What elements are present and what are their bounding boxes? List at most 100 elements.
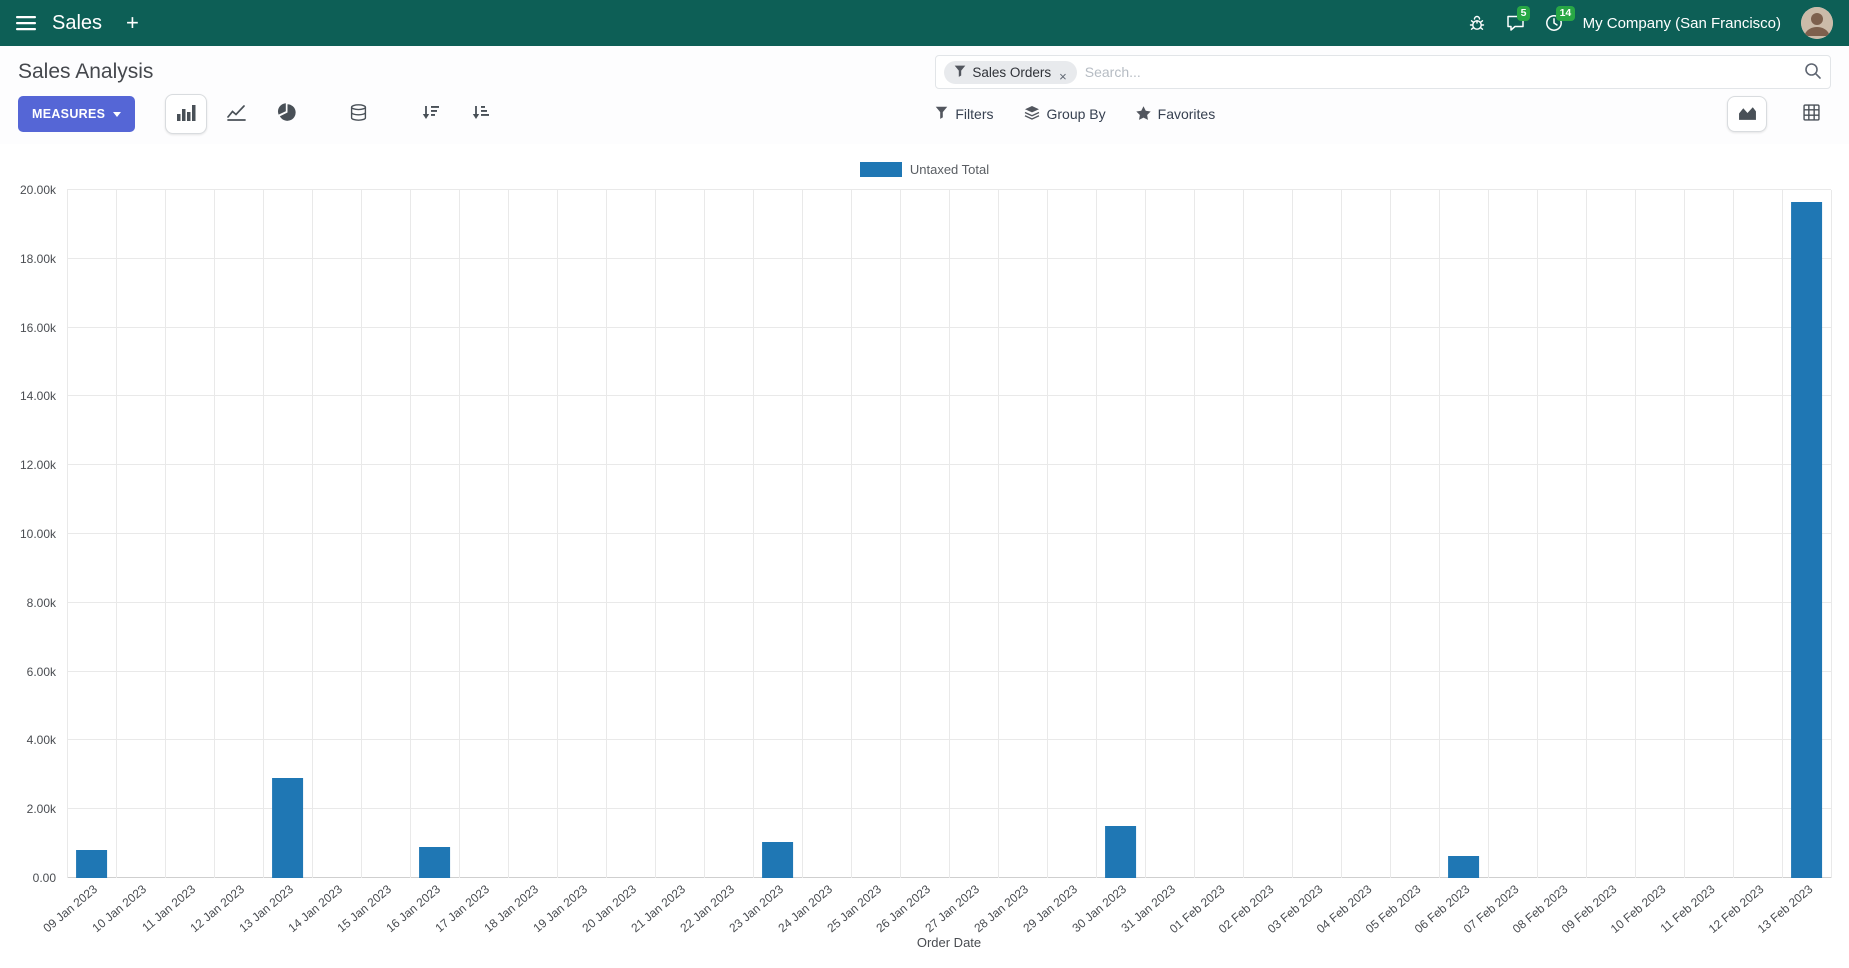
measures-button[interactable]: MEASURES (18, 96, 136, 132)
v-gridline (900, 190, 901, 878)
x-axis-title: Order Date (916, 935, 982, 950)
bar-30-jan-2023[interactable] (1104, 826, 1137, 878)
pivot-grid-icon (1802, 104, 1820, 124)
v-gridline (1341, 190, 1342, 878)
y-tick-label: 6.00k (26, 664, 56, 679)
sort-asc-icon (472, 105, 489, 123)
sort-asc-button[interactable] (459, 94, 501, 134)
activities-button[interactable]: 14 (1545, 6, 1576, 32)
v-gridline (654, 190, 656, 878)
bug-icon[interactable] (1468, 14, 1486, 32)
v-gridline (312, 190, 313, 878)
control-panel: Sales Analysis Sales Orders × MEASURES (0, 46, 1849, 144)
pie-chart-button[interactable] (265, 94, 307, 134)
v-gridline (606, 190, 607, 878)
v-gridline (851, 190, 852, 878)
search-bar[interactable]: Sales Orders × (935, 55, 1831, 89)
v-gridline (410, 190, 411, 878)
v-gridline (753, 190, 754, 878)
search-icon (1804, 62, 1822, 83)
y-tick-label: 4.00k (26, 733, 56, 748)
chart-area: 0.00 2.00k 4.00k 6.00k 8.00k 10.00k 12.00k 14.0… (20, 183, 1832, 885)
avatar[interactable] (1801, 7, 1833, 39)
line-chart-button[interactable] (215, 94, 257, 134)
legend-swatch (859, 161, 902, 177)
bar-13-feb-2023[interactable] (1790, 202, 1823, 878)
filters-label: Filters (955, 106, 994, 122)
chart-legend[interactable]: Untaxed Total (0, 154, 1849, 184)
v-gridline (213, 190, 215, 878)
y-tick-label: 14.00k (19, 389, 56, 404)
v-gridline (1488, 190, 1489, 878)
v-gridline (1390, 190, 1391, 878)
v-gridline (1733, 190, 1734, 878)
plot-area (67, 189, 1832, 878)
app-menu-sales[interactable]: Sales (52, 11, 103, 34)
y-tick-label: 10.00k (19, 527, 56, 541)
activities-badge: 14 (1555, 6, 1576, 21)
y-tick-label: 0.00 (32, 871, 56, 885)
v-gridline (508, 190, 509, 878)
bar-16-jan-2023[interactable] (418, 847, 451, 878)
v-gridline (1439, 190, 1440, 878)
stacked-toggle-button[interactable] (337, 94, 379, 134)
v-gridline (263, 190, 264, 878)
search-input[interactable] (1076, 64, 1804, 80)
y-tick-label: 8.00k (26, 595, 56, 610)
area-chart-icon (1738, 105, 1757, 124)
graph-view-button[interactable] (1727, 96, 1767, 132)
v-gridline (1242, 190, 1244, 878)
clock-icon (1545, 14, 1563, 32)
bar-09-jan-2023[interactable] (75, 850, 108, 878)
sort-desc-button[interactable] (409, 94, 451, 134)
line-chart-icon (226, 104, 246, 124)
v-gridline (802, 190, 803, 878)
graph-view: Untaxed Total 0.00 2.00k 4.00k 6.00k 8.00k 10… (0, 154, 1849, 968)
y-tick-label: 12.00k (19, 458, 56, 473)
bar-chart-icon (176, 104, 196, 124)
pivot-view-button[interactable] (1791, 96, 1831, 132)
v-gridline (704, 190, 705, 878)
x-axis-labels: 09 Jan 2023 10 Jan 2023 11 Jan 2023 12 Jan … (41, 878, 1831, 936)
v-gridline (557, 190, 558, 878)
y-tick-label: 18.00k (19, 251, 56, 266)
y-tick-label: 20.00k (19, 183, 56, 197)
y-axis-labels: 0.00 2.00k 4.00k 6.00k 8.00k 10.00k 12.00k 14.0… (0, 183, 56, 885)
bar-13-jan-2023[interactable] (271, 778, 304, 878)
x-tick-label: 10 Jan 2023 (89, 882, 150, 936)
bar-chart-button[interactable] (165, 94, 208, 134)
messages-badge: 5 (1516, 6, 1531, 21)
filter-funnel-icon (935, 106, 948, 122)
facet-filter-icon (954, 65, 966, 80)
y-tick-label: 2.00k (26, 802, 56, 817)
sort-desc-icon (422, 105, 439, 123)
messages-button[interactable]: 5 (1506, 6, 1531, 32)
v-gridline (67, 190, 68, 878)
database-icon (350, 104, 367, 124)
v-gridline (1194, 190, 1195, 878)
company-switcher[interactable]: My Company (San Francisco) (1582, 14, 1781, 32)
v-gridline (1096, 190, 1097, 878)
v-gridline (1684, 190, 1685, 878)
filters-button[interactable]: Filters (935, 106, 994, 122)
measures-label: MEASURES (32, 107, 106, 121)
bar-23-jan-2023[interactable] (761, 841, 794, 878)
hamburger-menu-icon[interactable] (16, 15, 36, 31)
facet-remove-icon[interactable]: × (1059, 68, 1067, 84)
plus-icon[interactable]: + (126, 10, 139, 35)
favorites-button[interactable]: Favorites (1135, 105, 1215, 123)
page-title: Sales Analysis (18, 60, 154, 83)
chevron-down-icon (113, 111, 122, 117)
group-by-label: Group By (1046, 106, 1106, 122)
bar-06-feb-2023[interactable] (1447, 855, 1480, 878)
group-by-button[interactable]: Group By (1024, 105, 1106, 123)
v-gridline (1831, 190, 1832, 878)
search-facet[interactable]: Sales Orders × (944, 60, 1077, 84)
layers-icon (1024, 105, 1040, 123)
search-button[interactable] (1804, 62, 1822, 83)
facet-label: Sales Orders (972, 64, 1052, 80)
y-tick-label: 16.00k (19, 320, 56, 335)
v-gridline (949, 190, 950, 878)
h-gridline (67, 189, 1831, 190)
v-gridline (1537, 190, 1538, 878)
